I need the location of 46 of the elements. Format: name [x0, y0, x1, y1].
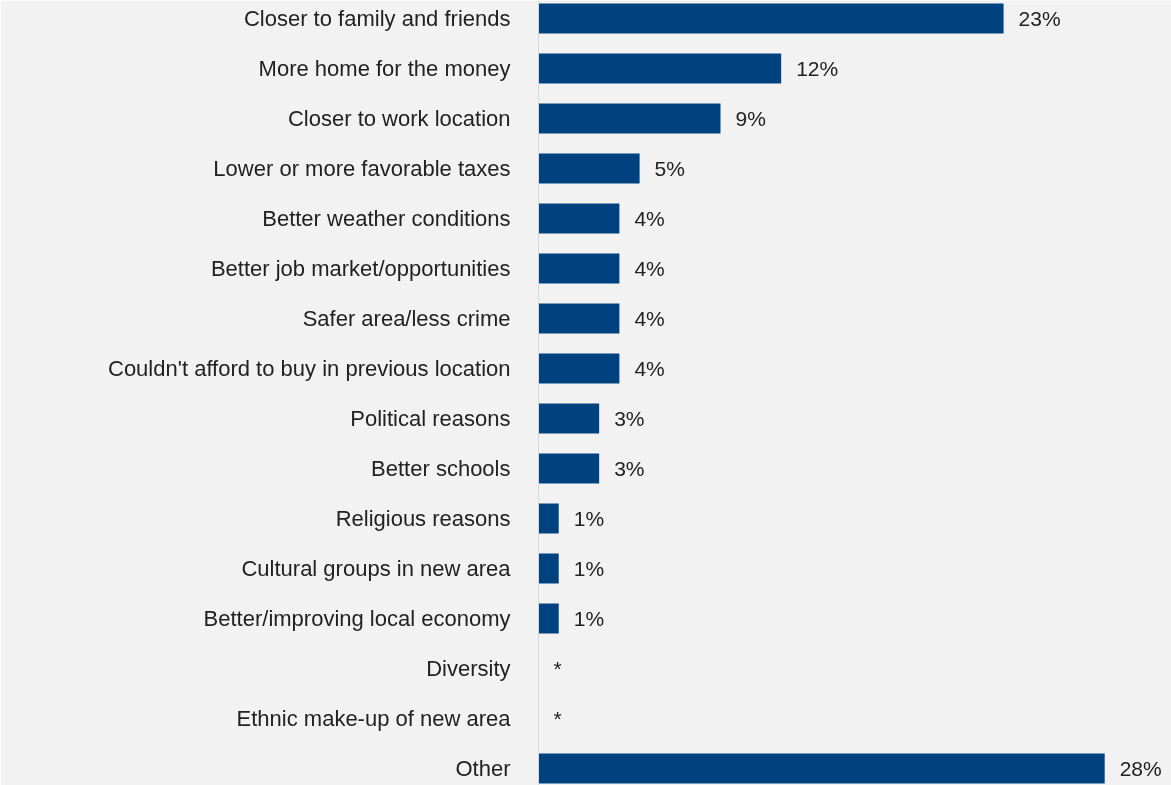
y-tick-label: More home for the money — [258, 56, 511, 81]
y-tick-label: Couldn't afford to buy in previous location — [108, 356, 511, 381]
bar — [538, 403, 600, 434]
y-tick-label: Better/improving local economy — [203, 606, 511, 631]
y-tick-label: Better job market/opportunities — [210, 256, 511, 281]
bar — [538, 3, 1004, 34]
y-tick-label: Ethnic make-up of new area — [236, 706, 512, 731]
y-tick-label: Religious reasons — [335, 506, 511, 531]
data-label: 1% — [573, 557, 605, 580]
data-label: 3% — [614, 407, 645, 430]
bar — [538, 503, 559, 534]
y-tick-label: Closer to work location — [287, 106, 511, 131]
data-label: 5% — [654, 157, 685, 180]
bar — [538, 553, 559, 584]
data-label: 1% — [573, 607, 605, 630]
data-label: 9% — [735, 107, 766, 130]
y-tick-label: Closer to family and friends — [243, 6, 511, 31]
bar — [538, 603, 559, 634]
data-label: 4% — [634, 257, 665, 280]
y-tick-label: Diversity — [426, 656, 511, 681]
bar — [538, 53, 782, 84]
bar — [538, 353, 620, 384]
data-label: 4% — [634, 207, 665, 230]
y-tick-label: Safer area/less crime — [302, 306, 511, 331]
y-tick-label: Other — [455, 756, 511, 781]
y-tick-label: Better schools — [371, 456, 511, 481]
bar — [538, 203, 620, 234]
data-label: 23% — [1018, 7, 1061, 30]
bar — [538, 103, 721, 134]
y-tick-label: Political reasons — [350, 406, 511, 431]
bar — [538, 753, 1105, 784]
data-label: 28% — [1119, 757, 1162, 780]
data-label: 4% — [634, 307, 665, 330]
bar — [538, 253, 620, 284]
bar — [538, 303, 620, 334]
y-tick-label: Better weather conditions — [262, 206, 511, 231]
data-label: 3% — [614, 457, 645, 480]
data-label: 4% — [634, 357, 665, 380]
data-label: * — [553, 707, 562, 730]
data-label: 12% — [796, 57, 839, 80]
bar — [538, 453, 600, 484]
y-tick-label: Cultural groups in new area — [241, 556, 512, 581]
bar — [538, 153, 640, 184]
data-label: * — [553, 657, 562, 680]
y-tick-label: Lower or more favorable taxes — [213, 156, 511, 181]
data-label: 1% — [573, 507, 605, 530]
